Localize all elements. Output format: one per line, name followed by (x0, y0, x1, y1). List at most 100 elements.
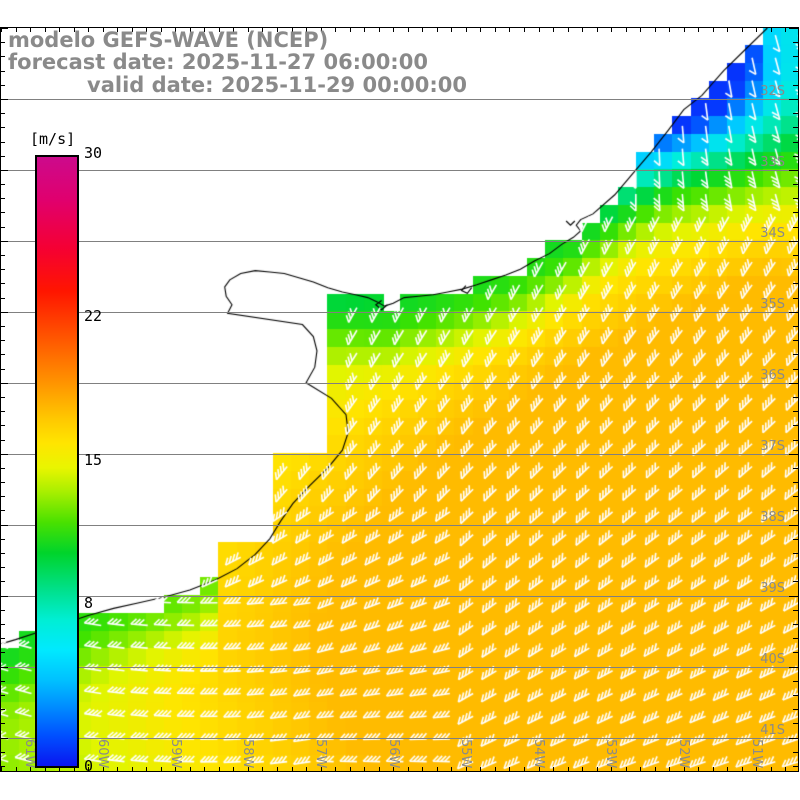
map-plot-area[interactable]: 61W 60W 59W 58W 57W 56W 55W 54W 53W 52W 51W 32S 33S… (0, 27, 799, 772)
tick-mark (233, 767, 234, 771)
tick-mark (789, 667, 798, 668)
wind-speed-raster (1, 28, 798, 771)
gridline-lat (1, 170, 798, 171)
tick-mark (524, 767, 525, 771)
longitude-label: 51W (749, 738, 764, 768)
tick-mark (793, 85, 798, 86)
tick-mark (1, 85, 5, 86)
tick-mark (785, 28, 786, 32)
tick-mark (175, 767, 176, 771)
tick-mark (1, 525, 8, 526)
longitude-label: 54W (531, 738, 546, 768)
tick-mark (1, 752, 5, 753)
colorbar-gradient (35, 155, 79, 768)
tick-mark (103, 28, 104, 32)
tick-mark (1, 56, 5, 57)
tick-mark (379, 767, 380, 771)
tick-mark (1, 170, 8, 171)
tick-mark (393, 767, 394, 771)
tick-mark (364, 28, 365, 32)
tick-mark (1, 369, 5, 370)
tick-mark (789, 596, 798, 597)
tick-mark (277, 28, 278, 32)
tick-mark (204, 28, 205, 32)
tick-mark (132, 28, 133, 32)
tick-mark (713, 767, 714, 771)
tick-mark (793, 411, 798, 412)
colorbar-tick-label: 30 (84, 144, 103, 162)
tick-mark (793, 425, 798, 426)
latitude-label: 37S (760, 439, 785, 454)
tick-mark (756, 767, 757, 771)
longitude-label: 57W (313, 738, 328, 768)
tick-mark (480, 28, 481, 32)
tick-mark (1, 425, 5, 426)
tick-mark (553, 767, 554, 771)
tick-mark (45, 28, 46, 32)
tick-mark (88, 28, 89, 32)
tick-mark (727, 767, 728, 771)
tick-mark (582, 28, 583, 32)
tick-mark (292, 28, 293, 32)
tick-mark (713, 28, 714, 32)
tick-mark (509, 28, 510, 32)
tick-mark (495, 767, 496, 771)
tick-mark (306, 767, 307, 771)
tick-mark (771, 28, 772, 32)
tick-mark (1, 28, 2, 32)
tick-mark (785, 767, 786, 771)
tick-mark (669, 767, 670, 771)
tick-mark (1, 738, 8, 739)
tick-mark (789, 312, 798, 313)
tick-mark (1, 283, 5, 284)
tick-mark (793, 212, 798, 213)
tick-mark (793, 56, 798, 57)
tick-mark (495, 28, 496, 32)
tick-mark (789, 738, 798, 739)
tick-mark (793, 326, 798, 327)
tick-mark (509, 767, 510, 771)
tick-mark (793, 766, 798, 767)
tick-mark (146, 28, 147, 32)
tick-mark (655, 28, 656, 32)
longitude-label: 53W (603, 738, 618, 768)
tick-mark (1, 156, 5, 157)
tick-mark (103, 767, 104, 771)
tick-mark (1, 71, 5, 72)
tick-mark (1, 113, 5, 114)
tick-mark (74, 28, 75, 32)
tick-mark (1, 241, 8, 242)
tick-mark (793, 510, 798, 511)
tick-mark (59, 767, 60, 771)
tick-mark (771, 767, 772, 771)
tick-mark (793, 369, 798, 370)
tick-mark (451, 767, 452, 771)
tick-mark (793, 709, 798, 710)
tick-mark (793, 42, 798, 43)
tick-mark (793, 397, 798, 398)
longitude-label: 55W (458, 738, 473, 768)
tick-mark (626, 767, 627, 771)
tick-mark (1, 709, 5, 710)
tick-mark (1, 482, 5, 483)
tick-mark (793, 468, 798, 469)
gridline-lat (1, 667, 798, 668)
colorbar[interactable] (35, 155, 79, 768)
tick-mark (190, 767, 191, 771)
gridline-lat (1, 312, 798, 313)
tick-mark (539, 767, 540, 771)
gridline-lat (1, 738, 798, 739)
tick-mark (16, 767, 17, 771)
tick-mark (1, 454, 8, 455)
tick-mark (204, 767, 205, 771)
tick-mark (16, 28, 17, 32)
tick-mark (793, 283, 798, 284)
tick-mark (1, 723, 5, 724)
tick-mark (292, 767, 293, 771)
tick-mark (789, 170, 798, 171)
tick-mark (553, 28, 554, 32)
tick-mark (321, 28, 322, 32)
tick-mark (437, 28, 438, 32)
colorbar-tick-label: 8 (84, 593, 94, 612)
